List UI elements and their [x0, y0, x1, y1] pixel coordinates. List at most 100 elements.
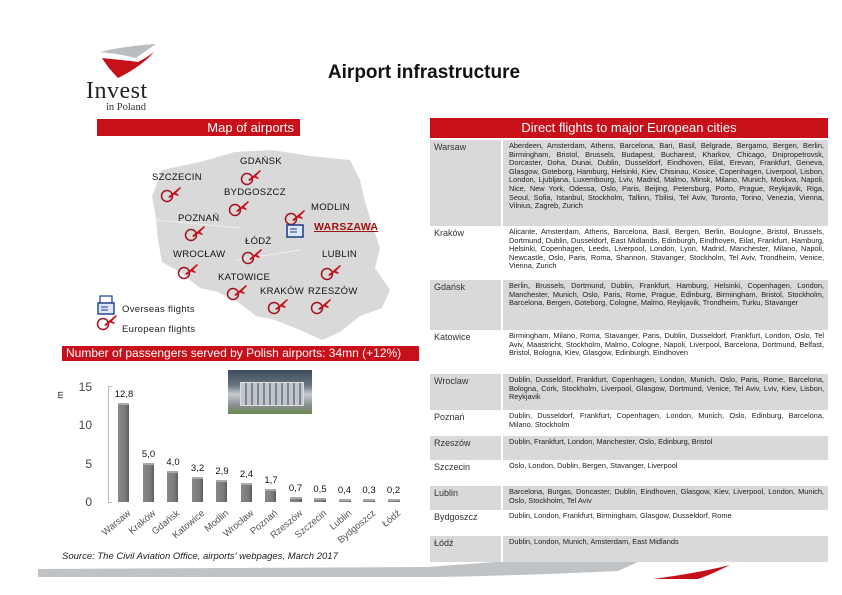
source-note: Source: The Civil Aviation Office, airpo… [62, 551, 338, 562]
bar-value-label: 2,9 [215, 465, 229, 477]
poland-airport-map: GDAŃSK SZCZECIN BYDGOSZCZ MODLIN POZNAŃ … [60, 140, 410, 345]
bar-value-label: 0,5 [313, 484, 327, 496]
flights-table-row: Kraków Alicante, Amsterdam, Athens, Barce… [430, 226, 828, 280]
y-tick: 15 [78, 380, 92, 394]
legend-european-label: European flights [122, 324, 196, 335]
plane-icon-lodz[interactable] [241, 247, 263, 265]
y-axis-tick [108, 386, 112, 387]
chart-bar [191, 477, 203, 502]
legend-overseas-label: Overseas flights [122, 304, 195, 315]
plane-icon-rzeszow[interactable] [310, 297, 332, 315]
map-section-header: Map of airports [97, 119, 300, 136]
plane-icon-poznan[interactable] [184, 224, 206, 242]
chart-bar [363, 499, 375, 502]
y-axis-tick [108, 502, 112, 503]
passengers-section-header: Number of passengers served by Polish ai… [62, 346, 419, 361]
city-label-gdansk: GDAŃSK [240, 156, 282, 167]
footer-swoosh-decoration [38, 555, 730, 579]
flights-table-row: Warsaw Aberdeen, Amsterdam, Athens, Barce… [430, 140, 828, 226]
chart-bar [240, 483, 252, 502]
flights-table-row: Wroclaw Dublin, Dusseldorf, Frankfurt, Co… [430, 374, 828, 410]
flights-destinations: Dublin, London, Munich, Amsterdam, East … [502, 536, 828, 562]
flights-origin-city: Szczecin [430, 460, 503, 486]
bar-value-label: 3,2 [190, 463, 205, 475]
flights-destinations: Alicante, Amsterdam, Athens, Barcelona, … [502, 226, 828, 280]
chart-bar [167, 471, 178, 502]
bar-value-label: 12,8 [114, 389, 134, 400]
flights-table-row: Łódź Dublin, London, Munich, Amsterdam, E… [430, 536, 828, 562]
city-label-warszawa[interactable]: WARSZAWA [314, 221, 379, 233]
passengers-bar-chart: m 15 10 5 0 12,8 Warsaw 5,0 Kraków 4,0 Gdańsk… [50, 366, 420, 551]
invest-in-poland-logo: Invest in Poland [84, 44, 164, 116]
city-label-lublin: LUBLIN [322, 249, 358, 260]
chart-bar [289, 496, 302, 502]
plane-icon-bydgoszcz[interactable] [228, 199, 250, 217]
flights-table-row: Rzeszów Dublin, Frankfurt, London, Manche… [430, 436, 828, 460]
flights-table-row: Poznań Dublin, Dusseldorf, Frankfurt, Cop… [430, 410, 828, 436]
y-tick: 5 [85, 457, 92, 471]
city-label-wroclaw: WROCŁAW [173, 249, 226, 260]
city-label-katowice: KATOWICE [218, 272, 271, 283]
plane-icon-katowice[interactable] [226, 283, 248, 301]
flights-table-row: Gdańsk Berlin, Brussels, Dortmund, Dublin… [430, 280, 828, 330]
flights-origin-city: Bydgoszcz [430, 510, 503, 536]
plane-icon-gdansk[interactable] [240, 168, 262, 186]
flights-origin-city: Kraków [430, 226, 503, 280]
flights-destinations: Oslo, London, Dublin, Bergen, Stavanger,… [502, 460, 828, 486]
flights-destinations: Dublin, London, Frankfurt, Birmingham, G… [502, 510, 828, 536]
flights-table-row: Szczecin Oslo, London, Dublin, Bergen, St… [430, 460, 828, 486]
city-label-szczecin: SZCZECIN [152, 172, 202, 183]
page-title: Airport infrastructure [327, 62, 521, 83]
city-label-modlin: MODLIN [311, 202, 350, 213]
y-tick: 0 [85, 495, 92, 509]
flights-destinations: Aberdeen, Amsterdam, Athens, Barcelona, … [502, 140, 828, 226]
plane-icon-krakow[interactable] [267, 297, 289, 315]
bar-value-label: 2,4 [239, 469, 254, 481]
flights-destinations: Dublin, Frankfurt, London, Manchester, O… [502, 436, 828, 460]
logo-name: Invest [86, 78, 148, 104]
flights-section-header: Direct flights to major European cities [430, 118, 828, 138]
plane-legend-icon [96, 313, 118, 331]
city-label-poznan: POZNAŃ [178, 213, 220, 224]
plane-icon-wroclaw[interactable] [177, 262, 199, 280]
y-axis-label: m [54, 391, 65, 399]
logo-swoosh-icon [100, 44, 156, 78]
flights-destinations: Berlin, Brussels, Dortmund, Dublin, Fran… [502, 280, 828, 330]
direct-flights-table: Warsaw Aberdeen, Amsterdam, Athens, Barce… [430, 140, 828, 562]
chart-bar [314, 498, 326, 502]
city-label-krakow: KRAKÓW [260, 286, 305, 297]
chart-bar [216, 479, 227, 502]
bar-value-label: 0,2 [386, 485, 401, 496]
plane-icon-szczecin[interactable] [160, 185, 182, 203]
chart-bar [142, 463, 154, 502]
flights-origin-city: Warsaw [430, 140, 503, 226]
flights-origin-city: Poznań [430, 410, 503, 436]
y-tick: 10 [78, 418, 92, 432]
bar-value-label: 0,7 [288, 482, 303, 494]
flights-destinations: Dublin, Dusseldorf, Frankfurt, Copenhage… [502, 374, 828, 410]
plane-icon-lublin[interactable] [320, 263, 342, 281]
flights-table-row: Bydgoszcz Dublin, London, Frankfurt, Birm… [430, 510, 828, 536]
city-label-lodz: ŁÓDŹ [245, 236, 272, 247]
poland-outline-map [152, 150, 390, 340]
chart-bar [265, 488, 276, 502]
bar-value-label: 1,7 [264, 474, 278, 486]
airport-photo [228, 370, 312, 414]
flights-destinations: Dublin, Dusseldorf, Frankfurt, Copenhage… [502, 410, 828, 436]
logo-subtitle: in Poland [106, 102, 146, 113]
flights-table-row: Katowice Birmingham, Milano, Roma, Stavan… [430, 330, 828, 374]
overseas-flight-legend-icon [97, 295, 115, 315]
flights-origin-city: Wroclaw [430, 374, 503, 410]
bar-value-label: 0,3 [362, 485, 376, 496]
chart-bar [118, 403, 129, 502]
chart-bar [338, 498, 351, 502]
flights-destinations: Birmingham, Milano, Roma, Stavanger, Par… [502, 330, 828, 374]
bar-value-label: 5,0 [141, 449, 156, 461]
city-label-bydgoszcz: BYDGOSZCZ [224, 187, 286, 198]
city-label-rzeszow: RZESZÓW [308, 286, 358, 297]
bar-value-label: 4,0 [166, 457, 180, 469]
flights-origin-city: Rzeszów [430, 436, 503, 460]
bar-value-label: 0,4 [337, 484, 352, 496]
overseas-flight-icon-warszawa[interactable] [286, 224, 304, 238]
flights-origin-city: Katowice [430, 330, 503, 374]
